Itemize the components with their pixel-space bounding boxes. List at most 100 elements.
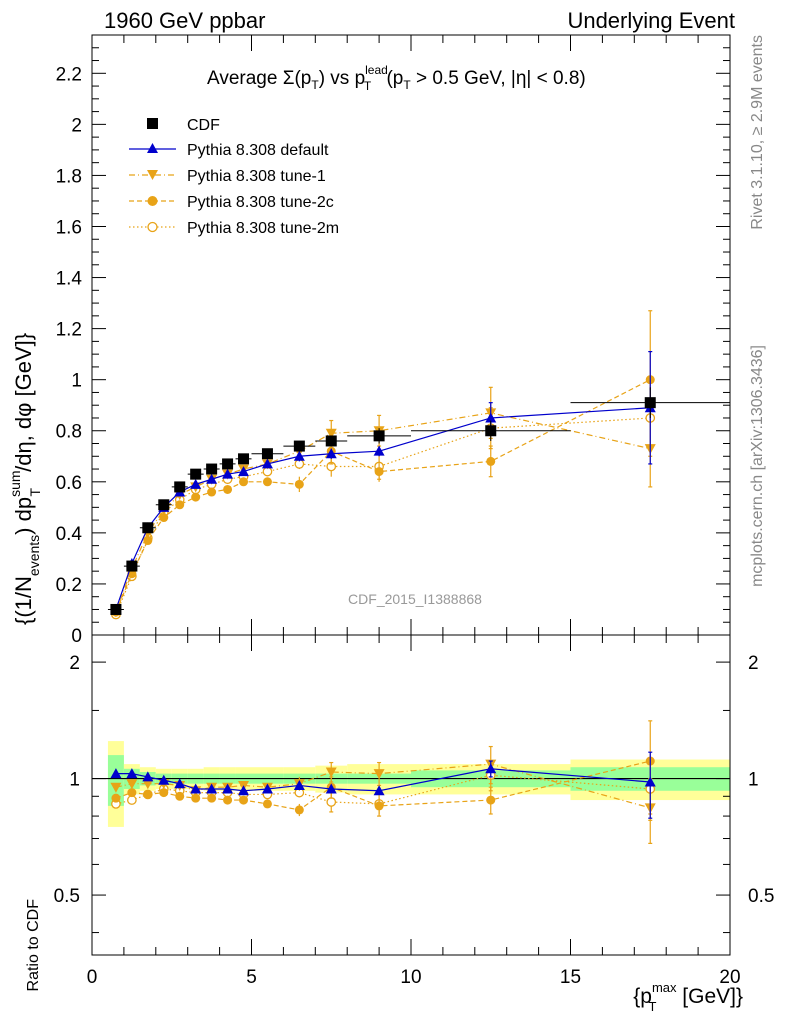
ratio-point-default (206, 783, 218, 794)
ratio-point-default (325, 783, 337, 794)
main-point-tune-2c (159, 513, 169, 523)
ratio-point-tune-2c (239, 795, 249, 805)
legend-label-tune-2c: Pythia 8.308 tune-2c (187, 194, 334, 211)
legend-label-default: Pythia 8.308 default (187, 142, 329, 159)
ratio-y-tick-label-right: 0.5 (748, 886, 774, 907)
main-point-tune-2c (207, 487, 217, 497)
chart-title-sub-3: T (403, 78, 411, 92)
main-point-cdf (261, 448, 273, 460)
main-point-tune-2c (191, 492, 201, 502)
main-point-default (190, 478, 202, 489)
main-point-default (238, 466, 250, 477)
legend-item-default: Pythia 8.308 default (129, 142, 329, 159)
ratio-point-default (485, 763, 497, 774)
legend-label-tune-2m: Pythia 8.308 tune-2m (187, 220, 339, 237)
header-right: Underlying Event (567, 8, 735, 33)
x-label-part-b: max (652, 980, 677, 995)
main-point-cdf (126, 560, 138, 572)
main-point-tune-2c (175, 500, 185, 510)
main-y-axis-label: {(1/Nevents) dpsum T/dη, dφ [GeV]} (7, 333, 43, 625)
legend-marker-tune-2c (147, 196, 158, 206)
main-y-tick-label: 1.4 (56, 269, 83, 290)
x-tick-label: 20 (719, 967, 740, 988)
ratio-panel: 0.5 0.5 1 1 2 2 0 5 10 15 20 Ratio to CDF {pmax T … (25, 634, 774, 1014)
main-point-default (373, 445, 385, 456)
main-point-tune-2c (294, 479, 304, 489)
x-label-part-c: T (649, 999, 657, 1014)
main-point-tune-2c (262, 477, 272, 487)
main-point-cdf (373, 430, 385, 442)
ratio-point-tune-1 (325, 767, 337, 778)
ratio-point-tune-2c (175, 791, 185, 801)
chart-title-vs: ) vs p (319, 68, 365, 89)
main-series (107, 310, 730, 620)
main-point-tune-1 (325, 428, 337, 439)
ratio-point-tune-2c (223, 795, 233, 805)
chart-title-sup: lead (365, 63, 388, 77)
main-point-cdf (158, 499, 170, 511)
legend-item-tune-1: Pythia 8.308 tune-1 (129, 168, 326, 185)
main-y-tick-label: 2.2 (56, 64, 82, 85)
main-point-cdf (190, 468, 202, 480)
main-point-default (485, 412, 497, 423)
chart-title-cut-1: (p (381, 68, 403, 89)
chart-title-sub-1: T (311, 78, 319, 92)
y-label-part-f: /dη, dφ [GeV]} (11, 333, 36, 472)
main-point-tune-2c (374, 467, 384, 477)
ratio-point-default (238, 785, 250, 796)
main-y-axis: 0 0.2 0.4 0.6 0.8 1 1.2 1.4 1.6 1.8 2 2.2 (56, 34, 730, 647)
ratio-point-tune-2c (159, 788, 169, 798)
ratio-point-default (110, 768, 122, 779)
main-line-tune-1 (115, 412, 651, 613)
chart-title: Average Σ(pT) vs plead T (pT > 0.5 GeV, |… (207, 63, 586, 93)
legend-marker-default (147, 143, 158, 153)
ratio-point-default (644, 776, 656, 787)
rivet-version-label: Rivet 3.1.10, ≥ 2.9M events (749, 35, 766, 230)
main-x-ticks (91, 35, 731, 635)
chart-title-sub-2: T (364, 79, 372, 93)
ratio-y-tick-label: 1 (69, 770, 80, 791)
legend-item-tune-2c: Pythia 8.308 tune-2c (129, 194, 334, 211)
ratio-y-tick-label: 2 (69, 653, 80, 674)
main-point-cdf (110, 603, 122, 615)
chart-title-sigma: Σ(p (283, 68, 312, 89)
ratio-point-default (190, 783, 202, 794)
main-point-cdf (142, 522, 154, 534)
ratio-point-default (222, 783, 234, 794)
y-label-part-a: {(1/N (11, 576, 36, 625)
ratio-point-tune-1 (373, 769, 385, 780)
main-y-tick-label: 0.8 (56, 422, 82, 443)
main-point-tune-2c (486, 456, 496, 466)
ratio-point-tune-2c (486, 795, 496, 805)
legend-marker-tune-2m (147, 221, 158, 233)
x-tick-label: 0 (87, 967, 98, 988)
x-tick-label: 10 (400, 967, 421, 988)
main-y-tick-label: 1.2 (56, 320, 82, 341)
ratio-point-default (174, 778, 186, 789)
main-panel: 0 0.2 0.4 0.6 0.8 1 1.2 1.4 1.6 1.8 2 2.2 Average Σ… (7, 34, 731, 647)
header-left: 1960 GeV ppbar (104, 8, 265, 33)
x-tick-label: 15 (560, 967, 581, 988)
legend-marker-cdf (147, 118, 158, 129)
main-point-cdf (206, 463, 218, 475)
main-point-cdf (485, 425, 497, 437)
legend-item-cdf: CDF (147, 117, 220, 134)
y-label-part-c: ) dp (11, 497, 36, 535)
ratio-y-tick-label: 0.5 (54, 886, 80, 907)
ratio-point-tune-1 (142, 779, 154, 790)
ratio-band-inner (107, 755, 124, 806)
main-point-default (325, 448, 337, 459)
ratio-point-default (126, 768, 138, 779)
ratio-point-tune-2m (326, 797, 337, 807)
main-point-cdf (325, 435, 337, 447)
x-label-part-d: [GeV]} (676, 985, 743, 1008)
ratio-point-tune-2c (207, 793, 217, 803)
mcplots-label: mcplots.cern.ch [arXiv:1306.3436] (749, 345, 766, 587)
ratio-y-axis: 0.5 0.5 1 1 2 2 (54, 653, 774, 934)
ratio-point-tune-2c (143, 789, 153, 799)
x-axis: 0 5 10 15 20 (87, 635, 741, 988)
ratio-point-default (293, 779, 305, 790)
ratio-point-tune-2c (262, 799, 272, 809)
main-y-tick-label: 0.6 (56, 473, 82, 494)
